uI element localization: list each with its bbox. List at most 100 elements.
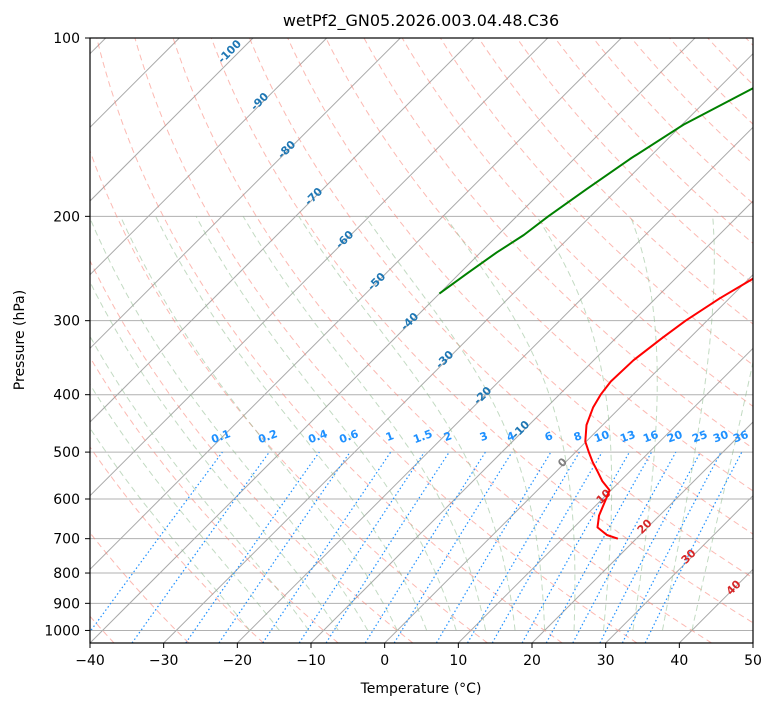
mixing-ratio-label: 36	[731, 428, 750, 446]
x-tick-label: 10	[449, 653, 467, 669]
y-tick-label: 100	[53, 31, 80, 47]
mixing-ratio-label: 6	[543, 429, 555, 444]
moist-adiabat-line	[195, 216, 457, 631]
moist-adiabat-line	[155, 216, 428, 631]
background-lines	[90, 38, 753, 643]
axes: −40 −30 −20 −10 0 10 20 30 40 50 1000 900 800 700 600 5…	[44, 31, 762, 669]
moist-adiabat-line	[90, 280, 339, 631]
dry-adiabat-line	[90, 446, 264, 643]
moist-adiabat-line	[691, 359, 753, 631]
y-tick-label: 900	[53, 596, 80, 612]
x-tick-label: −20	[223, 653, 253, 669]
dry-adiabat-line	[516, 38, 753, 285]
moist-adiabat-line	[90, 383, 280, 631]
x-tick-label: 50	[744, 653, 762, 669]
mixing-ratio-line	[218, 451, 351, 643]
y-tick-label: 1000	[44, 623, 80, 639]
moist-adiabat-line	[120, 216, 398, 631]
mixing-ratio-label: 0.2	[256, 427, 279, 446]
mixing-ratio-label: 13	[618, 428, 637, 445]
dry-adiabat-line	[249, 38, 753, 579]
moist-adiabat-line	[661, 216, 715, 631]
mixing-ratio-label: 4	[505, 429, 517, 444]
y-tick-label: 200	[53, 209, 80, 225]
isotherm-line	[310, 200, 753, 643]
isotherm-line	[236, 126, 753, 643]
moist-adiabat-line	[444, 216, 576, 631]
mixing-ratio-line	[393, 451, 513, 643]
profile-series-line	[584, 277, 753, 540]
x-tick-label: 30	[597, 653, 615, 669]
x-tick-label: −40	[75, 653, 105, 669]
x-tick-label: 40	[670, 653, 688, 669]
mixing-ratio-label: 1	[384, 429, 396, 444]
mixing-ratio-label: 16	[641, 428, 660, 446]
mixing-ratio-label: 0.4	[306, 427, 329, 446]
plot-area	[90, 38, 753, 643]
y-tick-label: 400	[53, 388, 80, 404]
moist-adiabat-line	[536, 216, 613, 631]
moist-adiabat-line	[90, 427, 251, 631]
x-tick-label: −30	[149, 653, 179, 669]
x-tick-label: 0	[380, 653, 389, 669]
isotherm-line	[457, 347, 753, 643]
profile-series-line	[438, 87, 753, 295]
isotherm-line	[384, 273, 753, 643]
mixing-ratio-line	[298, 451, 425, 643]
y-axis-title: Pressure (hPa)	[12, 290, 28, 390]
moist-adiabat-line	[90, 335, 310, 631]
mixing-ratio-line	[545, 451, 653, 643]
mixing-ratio-label: 10	[592, 428, 611, 446]
y-tick-label: 300	[53, 314, 80, 330]
mixing-ratio-label: 30	[711, 428, 730, 446]
profile-series	[438, 87, 753, 540]
moist-adiabat-line	[298, 216, 516, 631]
y-tick-label: 800	[53, 566, 80, 582]
dry-adiabat-line	[90, 259, 414, 643]
mixing-ratio-label: 1.5	[411, 427, 434, 446]
isotherm-line	[90, 38, 328, 276]
mixing-ratio-label: 2	[442, 429, 454, 444]
dry-adiabat-line	[172, 38, 712, 643]
x-tick-label: −10	[296, 653, 326, 669]
mixing-ratio-label: 0.1	[209, 427, 232, 446]
mixing-ratio-label: 20	[665, 428, 684, 446]
y-tick-label: 600	[53, 492, 80, 508]
moist-adiabat-line	[364, 216, 546, 631]
x-axis-title: Temperature (°C)	[360, 681, 482, 697]
isotherm-line	[90, 38, 254, 202]
x-tick-label: 20	[523, 653, 541, 669]
dry-adiabat-line	[210, 38, 753, 624]
mixing-ratio-line	[90, 451, 223, 633]
mixing-ratio-label: 25	[690, 428, 709, 445]
mixing-ratio-line	[572, 451, 677, 643]
isotherm-line	[90, 38, 549, 497]
isotherm-line	[605, 494, 753, 643]
dry-adiabat-line	[96, 38, 563, 643]
mixing-ratio-line	[185, 451, 320, 643]
isotherm-line	[531, 421, 753, 643]
mixing-ratio-label: 8	[572, 429, 584, 444]
mixing-ratio-line	[521, 451, 631, 643]
y-tick-label: 500	[53, 445, 80, 461]
dry-adiabat-line	[90, 356, 339, 643]
y-tick-label: 700	[53, 532, 80, 548]
isotherm-line	[90, 38, 696, 643]
mixing-ratio-line	[131, 451, 270, 643]
mixing-ratio-line	[325, 451, 450, 643]
isotherm-line	[163, 52, 753, 643]
mixing-ratio-label: 0.6	[337, 427, 360, 446]
dry-adiabat-line	[287, 38, 753, 535]
moist-adiabat-line	[242, 216, 487, 631]
mixing-ratio-line	[262, 451, 392, 643]
moist-adiabat-line	[90, 216, 369, 631]
mixing-ratio-label: 3	[478, 429, 490, 444]
moist-adiabat-line	[630, 216, 658, 631]
mixing-ratio-line	[644, 451, 743, 643]
plot-frame	[89, 37, 754, 644]
isotherm-line	[90, 38, 475, 423]
isotherm-line	[90, 38, 622, 571]
chart-title: wetPf2_GN05.2026.003.04.48.C36	[283, 11, 559, 31]
dry-adiabat-line	[325, 38, 753, 492]
